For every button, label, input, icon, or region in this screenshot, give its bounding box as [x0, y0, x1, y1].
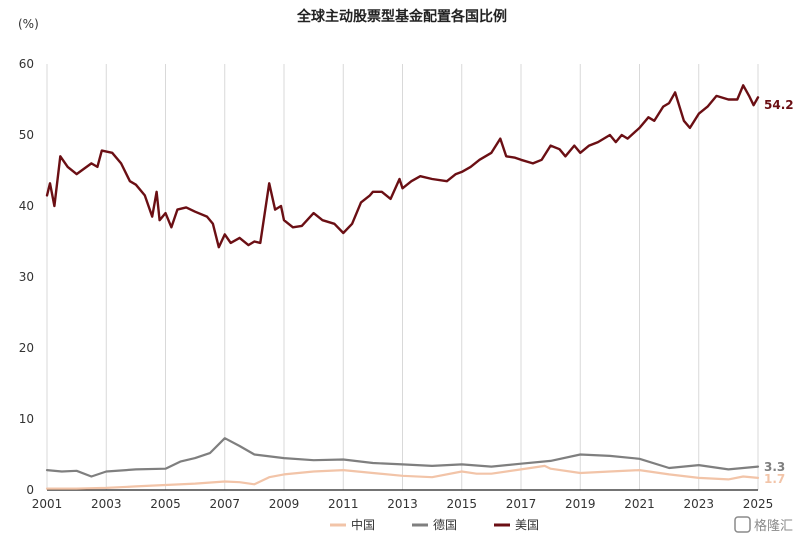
- x-axis-ticks: 2001 2003 2005 2007 2009 2011 2013 2015 2017 2019…: [32, 497, 774, 511]
- x-tick-label: 2015: [446, 497, 477, 511]
- watermark-logo: 格隆汇: [734, 516, 793, 534]
- grid-lines: [46, 64, 759, 490]
- legend-label: 中国: [351, 517, 375, 532]
- end-value-label: 54.2: [764, 98, 794, 112]
- end-value-label: 3.3: [764, 460, 785, 474]
- y-tick-label: 10: [19, 412, 34, 426]
- y-tick-label: 50: [19, 128, 34, 142]
- x-tick-label: 2009: [269, 497, 300, 511]
- x-tick-label: 2021: [624, 497, 655, 511]
- x-tick-label: 2013: [387, 497, 418, 511]
- x-tick-label: 2011: [328, 497, 359, 511]
- y-tick-label: 0: [26, 483, 34, 497]
- series-line-0: [45, 464, 760, 490]
- legend-label: 德国: [433, 517, 457, 532]
- y-axis-unit: (%): [18, 17, 39, 31]
- y-tick-label: 60: [19, 57, 34, 71]
- watermark-icon: [734, 516, 751, 533]
- x-tick-label: 2001: [32, 497, 63, 511]
- series-line-1: [45, 437, 760, 478]
- x-tick-label: 2007: [209, 497, 240, 511]
- legend-label: 美国: [515, 518, 539, 532]
- y-tick-label: 30: [19, 270, 34, 284]
- chart-title: 全球主动股票型基金配置各国比例: [296, 8, 507, 25]
- end-labels: 1.73.3 54.2: [764, 98, 794, 486]
- y-tick-label: 20: [19, 341, 34, 355]
- x-tick-label: 2023: [683, 497, 714, 511]
- legend: 中国 德国 美国: [330, 517, 539, 532]
- series-line-2: [45, 84, 760, 249]
- x-tick-label: 2025: [743, 497, 774, 511]
- x-tick-label: 2017: [506, 497, 537, 511]
- x-tick-label: 2005: [150, 497, 181, 511]
- watermark-text: 格隆汇: [754, 518, 793, 534]
- y-axis-ticks: 0 10 20 30 40 50 60: [19, 57, 34, 497]
- x-tick-label: 2019: [565, 497, 596, 511]
- series-lines: [45, 84, 760, 490]
- end-value-label: 1.7: [764, 472, 785, 486]
- x-tick-label: 2003: [91, 497, 122, 511]
- y-tick-label: 40: [19, 199, 34, 213]
